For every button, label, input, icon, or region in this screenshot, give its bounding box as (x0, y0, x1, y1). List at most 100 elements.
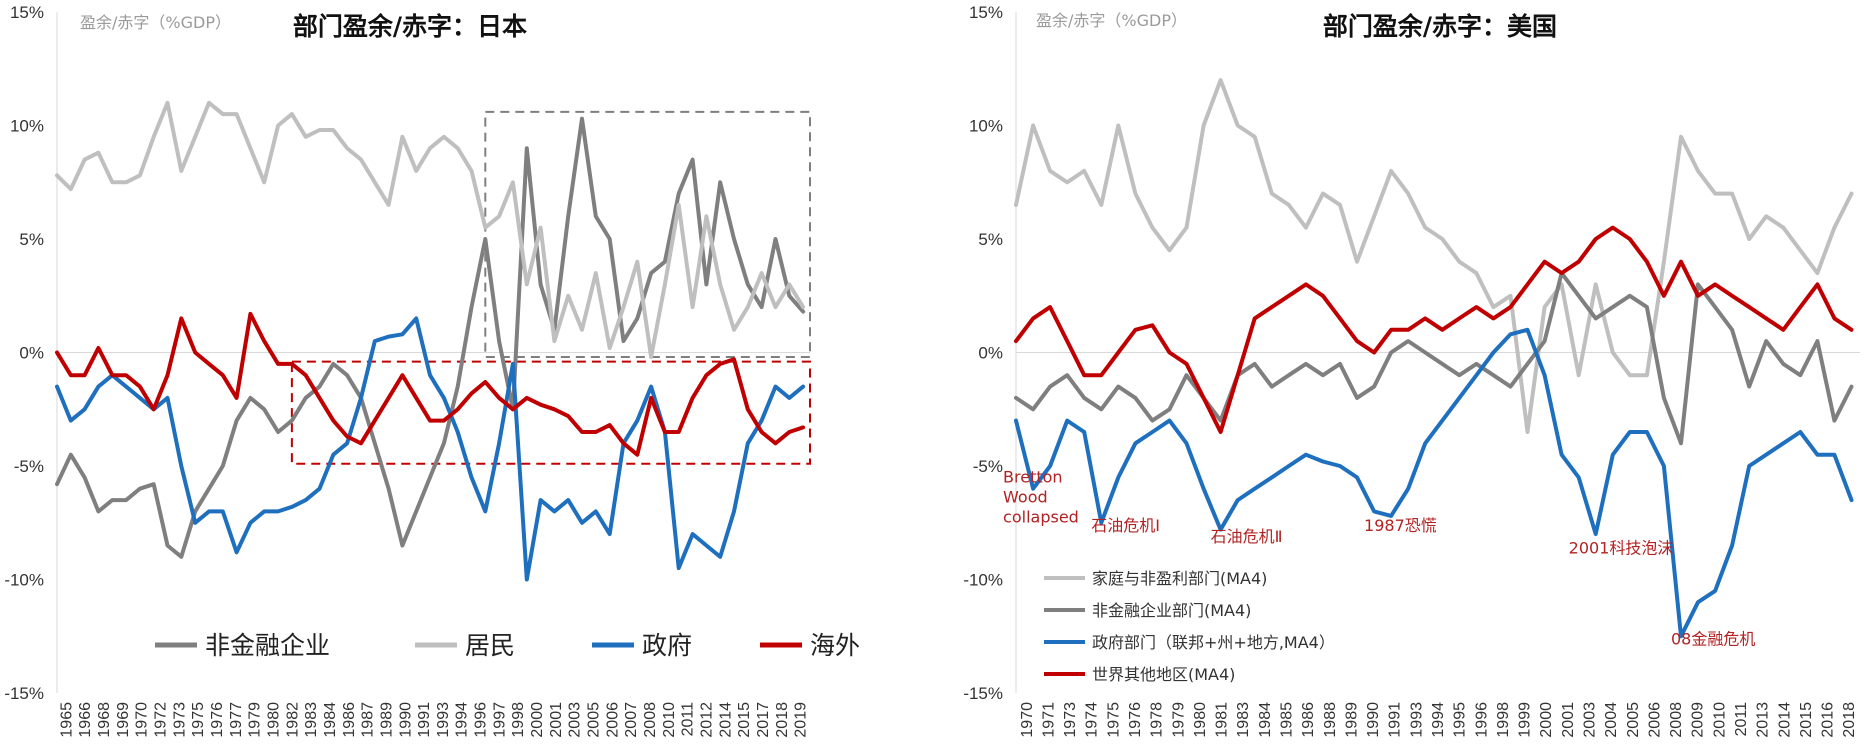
x-tick-label: 2005 (1625, 702, 1642, 738)
series-line (1014, 225, 1854, 434)
series-line (1014, 271, 1854, 446)
y-tick-label: 15% (10, 3, 44, 22)
x-tick-label: 2004 (1603, 702, 1620, 738)
x-tick-label: 1996 (473, 702, 490, 738)
legend-label: 居民 (465, 631, 515, 660)
x-tick-label: 1975 (1105, 702, 1122, 738)
x-tick-label: 1985 (1279, 702, 1296, 738)
x-tick-label: 2001 (548, 702, 565, 738)
x-tick-label: 1984 (1257, 702, 1274, 738)
x-tick-label: 1983 (1235, 702, 1252, 738)
x-tick-label: 1984 (322, 702, 339, 738)
x-tick-label: 1978 (1149, 702, 1166, 738)
y-tick-label: -10% (4, 571, 44, 590)
annotation: 石油危机Ⅰ (1091, 516, 1160, 535)
annotation: 08金融危机 (1671, 629, 1755, 648)
x-tick-label: 1976 (209, 702, 226, 738)
highlight-box (290, 360, 811, 465)
x-tick-label: 1987 (360, 702, 377, 738)
annotation: 1987恐慌 (1364, 516, 1437, 535)
y-tick-label: 15% (969, 3, 1003, 22)
x-tick-label: 1999 (1517, 702, 1534, 738)
x-tick-label: 1989 (1343, 702, 1360, 738)
x-tick-label: 1977 (228, 702, 245, 738)
x-tick-label: 1998 (1495, 702, 1512, 738)
x-tick-label: 1989 (378, 702, 395, 738)
x-tick-label: 1969 (115, 702, 132, 738)
y-tick-label: 5% (978, 230, 1003, 249)
x-tick-label: 1994 (1430, 702, 1447, 738)
x-tick-label: 1993 (435, 702, 452, 738)
x-tick-label: 2014 (1776, 702, 1793, 738)
x-tick-label: 1979 (1170, 702, 1187, 738)
x-tick-label: 2007 (623, 702, 640, 738)
x-tick-label: 1991 (1387, 702, 1404, 738)
x-tick-label: 1995 (1452, 702, 1469, 738)
y-tick-label: -15% (4, 684, 44, 703)
legend-label: 非金融企业部门(MA4) (1092, 601, 1251, 620)
chart-title-usa: 部门盈余/赤字：美国 (1323, 12, 1557, 41)
x-tick-label: 2009 (1690, 702, 1707, 738)
x-tick-label: 1986 (341, 702, 358, 738)
x-tick-label: 2010 (1711, 702, 1728, 738)
x-tick-label: 1979 (247, 702, 264, 738)
x-tick-label: 2000 (1538, 702, 1555, 738)
x-tick-label: 1988 (1322, 702, 1339, 738)
series-line (1014, 327, 1854, 639)
x-tick-label: 2014 (717, 702, 734, 738)
x-tick-label: 2015 (1798, 702, 1815, 738)
x-tick-label: 2001 (1560, 702, 1577, 738)
chart-japan: 15%10%5%0%-5%-10%-15% 1965 1966 1968 1969 19… (4, 3, 860, 738)
x-tick-label: 2011 (680, 702, 697, 737)
x-tick-label: 2011 (1733, 702, 1750, 737)
x-tick-label: 1976 (1127, 702, 1144, 738)
x-tick-label: 1980 (265, 702, 282, 738)
x-tick-label: 1986 (1300, 702, 1317, 738)
x-tick-label: 1966 (77, 702, 94, 738)
y-tick-label: -10% (963, 571, 1003, 590)
y-tick-label: 10% (10, 117, 44, 136)
x-tick-label: 2012 (698, 702, 715, 738)
x-tick-label: 1971 (1040, 702, 1057, 738)
x-tick-label: 2018 (774, 702, 791, 738)
series-line (55, 316, 806, 582)
x-tick-label: 1997 (491, 702, 508, 738)
x-tick-label: 2017 (755, 702, 772, 738)
x-tick-label: 2000 (529, 702, 546, 738)
x-tick-label: 2015 (736, 702, 753, 738)
y-tick-label: -5% (14, 457, 44, 476)
x-tick-label: 1982 (284, 702, 301, 738)
legend-label: 家庭与非盈利部门(MA4) (1092, 569, 1267, 588)
legend-japan: 非金融企业 居民 政府 海外 (155, 631, 860, 660)
x-tick-label: 2016 (1820, 702, 1837, 738)
series-line (55, 116, 806, 559)
x-tick-label: 1973 (1062, 702, 1079, 738)
x-tick-label: 2008 (1668, 702, 1685, 738)
legend-label: 海外 (810, 631, 860, 660)
x-tick-label: 1965 (58, 702, 75, 738)
x-tick-label: 2006 (604, 702, 621, 738)
x-tick-label: 1973 (171, 702, 188, 738)
legend-usa: 家庭与非盈利部门(MA4) 非金融企业部门(MA4) 政府部门（联邦+州+地方,MA… (1044, 569, 1335, 684)
annotation: Bretton Wood collapsed (1003, 468, 1079, 527)
series-line (55, 311, 806, 457)
x-tick-label: 2008 (642, 702, 659, 738)
x-tick-label: 1968 (96, 702, 113, 738)
legend-label: 政府 (642, 631, 692, 660)
x-tick-label: 1970 (1019, 702, 1036, 738)
x-tick-label: 1983 (303, 702, 320, 738)
x-tick-label: 1998 (510, 702, 527, 738)
x-tick-label: 1993 (1408, 702, 1425, 738)
x-tick-label: 2005 (586, 702, 603, 738)
y-tick-label: -5% (973, 457, 1003, 476)
annotation: 2001科技泡沫 (1569, 538, 1674, 557)
x-tick-label: 1991 (416, 702, 433, 738)
y-tick-label: 0% (978, 344, 1003, 363)
y-tick-label: 10% (969, 117, 1003, 136)
x-tick-label: 1990 (1365, 702, 1382, 738)
x-tick-label: 2003 (1581, 702, 1598, 738)
x-tick-label: 1970 (134, 702, 151, 738)
y-tick-label: 5% (19, 230, 44, 249)
y-unit-label-japan: 盈余/赤字（%GDP） (80, 13, 231, 32)
